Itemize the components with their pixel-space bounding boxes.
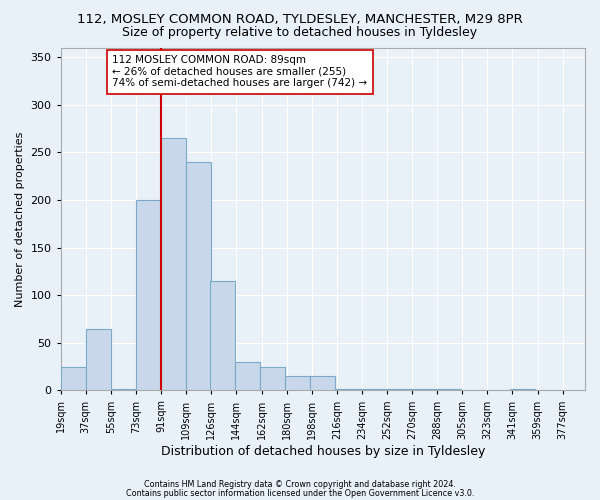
X-axis label: Distribution of detached houses by size in Tyldesley: Distribution of detached houses by size … bbox=[161, 444, 485, 458]
Bar bbox=[161, 138, 186, 390]
Bar bbox=[235, 362, 260, 390]
Bar bbox=[186, 162, 211, 390]
Bar bbox=[285, 376, 310, 390]
Bar bbox=[210, 281, 235, 390]
Bar bbox=[310, 376, 335, 390]
Text: 112 MOSLEY COMMON ROAD: 89sqm
← 26% of detached houses are smaller (255)
74% of : 112 MOSLEY COMMON ROAD: 89sqm ← 26% of d… bbox=[112, 55, 367, 88]
Text: Contains HM Land Registry data © Crown copyright and database right 2024.: Contains HM Land Registry data © Crown c… bbox=[144, 480, 456, 489]
Y-axis label: Number of detached properties: Number of detached properties bbox=[15, 132, 25, 306]
Bar bbox=[260, 366, 285, 390]
Bar bbox=[111, 388, 136, 390]
Bar bbox=[136, 200, 161, 390]
Bar bbox=[61, 366, 86, 390]
Text: Size of property relative to detached houses in Tyldesley: Size of property relative to detached ho… bbox=[122, 26, 478, 39]
Text: 112, MOSLEY COMMON ROAD, TYLDESLEY, MANCHESTER, M29 8PR: 112, MOSLEY COMMON ROAD, TYLDESLEY, MANC… bbox=[77, 12, 523, 26]
Text: Contains public sector information licensed under the Open Government Licence v3: Contains public sector information licen… bbox=[126, 488, 474, 498]
Bar bbox=[86, 328, 111, 390]
